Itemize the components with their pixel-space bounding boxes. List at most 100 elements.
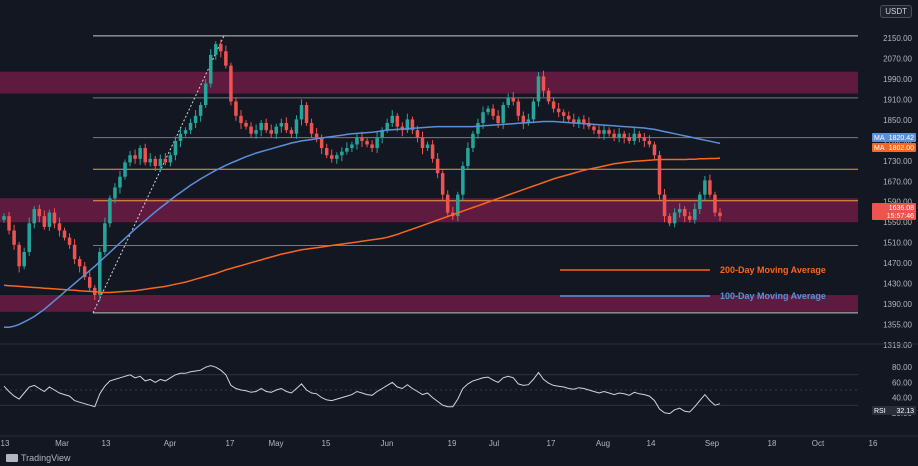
candle <box>27 217 31 256</box>
candle <box>22 247 26 270</box>
tradingview-logo: TradingView <box>6 453 71 463</box>
candle-body <box>57 223 62 231</box>
candle-body <box>718 212 722 217</box>
candle <box>430 140 435 163</box>
candle <box>637 130 642 143</box>
rsi-line <box>3 365 721 415</box>
price-tick: 1430.00 <box>883 280 912 289</box>
candle-body <box>208 54 213 84</box>
candle <box>622 130 626 144</box>
candle-body <box>501 105 505 123</box>
candle <box>12 224 16 250</box>
candle-body <box>173 140 178 156</box>
candle-body <box>37 208 42 217</box>
candle <box>375 131 379 154</box>
candle <box>491 104 495 120</box>
candle <box>239 110 243 130</box>
candle <box>471 130 475 152</box>
candle-body <box>435 158 440 174</box>
candle-body <box>239 115 243 123</box>
candle <box>148 153 152 167</box>
candle-body <box>410 119 415 131</box>
candle <box>198 102 203 122</box>
time-axis[interactable]: 13 Mar 13 Apr 17 May 15 Jun 19 Jul 17 Aug 14 Sep 18 Oct… <box>0 435 918 448</box>
candle <box>506 93 510 108</box>
candle-body <box>672 212 677 224</box>
candle-body <box>108 198 112 224</box>
candle <box>551 97 556 113</box>
candle-body <box>279 122 284 127</box>
candle-body <box>481 112 485 123</box>
candle <box>556 102 561 118</box>
candle <box>698 191 702 214</box>
candle <box>224 45 228 69</box>
ma-badge-value: 1820.42 <box>889 135 914 142</box>
candle <box>667 213 672 227</box>
candle-body <box>52 212 57 224</box>
candle <box>219 39 223 58</box>
rsi-badge-label: RSI <box>874 408 886 415</box>
time-tick: Jun <box>381 439 394 448</box>
candle-body <box>693 208 697 220</box>
candle-body <box>123 162 127 177</box>
candle-body <box>17 244 21 267</box>
candle <box>597 125 601 139</box>
candle-body <box>294 119 299 134</box>
zone-0 <box>0 71 862 94</box>
candle-body <box>708 180 712 195</box>
candle-body <box>612 133 616 138</box>
candle-body <box>572 119 576 123</box>
time-tick: 14 <box>647 439 656 448</box>
candle-body <box>516 101 521 116</box>
candle-body <box>158 158 163 166</box>
price-tick: 1910.00 <box>883 95 912 104</box>
candle <box>592 123 596 135</box>
time-tick: Sep <box>705 439 720 448</box>
time-tick: Oct <box>812 439 825 448</box>
candle <box>143 143 147 166</box>
rsi-tick: 60.00 <box>892 378 913 387</box>
candle <box>632 127 637 145</box>
candle <box>244 120 248 130</box>
candle <box>370 140 374 152</box>
fibonacci-retracement: 00.2360.3820.50.6180.7861 <box>92 31 884 318</box>
candle-body <box>420 137 425 149</box>
candle-body <box>395 115 400 127</box>
candle <box>708 174 712 198</box>
candle-body <box>138 148 142 159</box>
price-badge-value: 1636.08 <box>889 205 914 212</box>
candle-body <box>249 126 253 134</box>
candle-body <box>324 148 329 156</box>
candle <box>627 133 631 144</box>
candle-body <box>556 108 561 113</box>
candle-body <box>22 251 26 267</box>
currency-button[interactable]: USDT <box>880 5 912 18</box>
time-tick: Apr <box>164 439 177 448</box>
candle-body <box>148 158 152 163</box>
candle-body <box>289 130 294 134</box>
candle-body <box>682 208 687 217</box>
candle <box>52 208 57 229</box>
candle-body <box>72 244 77 260</box>
candle-body <box>632 133 637 141</box>
candle-body <box>183 130 188 134</box>
candle <box>57 217 62 237</box>
candle <box>531 98 536 124</box>
candle <box>168 152 173 167</box>
candle-body <box>284 122 289 131</box>
brand-text: TradingView <box>21 453 71 463</box>
candle-body <box>168 155 173 163</box>
candle <box>602 124 606 140</box>
time-tick: 17 <box>547 439 556 448</box>
candle <box>360 131 364 147</box>
candle <box>693 203 697 224</box>
price-tick: 1319.00 <box>883 341 912 350</box>
candle-body <box>87 277 92 288</box>
candle-body <box>118 176 122 188</box>
supply-demand-zones <box>0 71 862 312</box>
candle <box>294 115 299 139</box>
candle-body <box>496 115 500 123</box>
candle-body <box>698 194 702 209</box>
